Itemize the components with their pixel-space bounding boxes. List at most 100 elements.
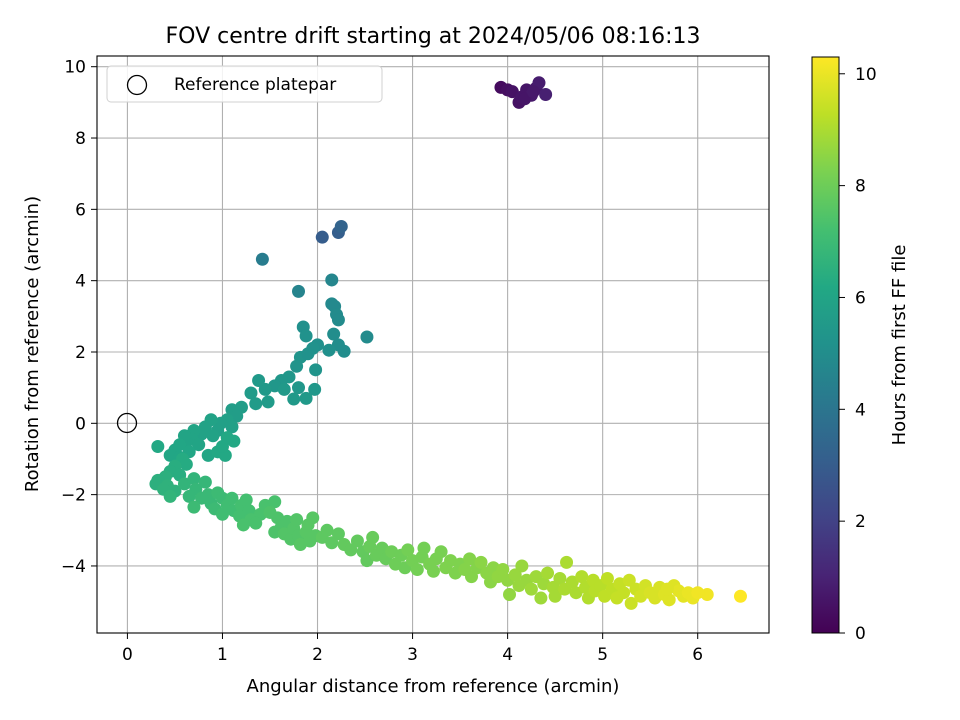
data-point bbox=[524, 582, 538, 596]
data-point bbox=[290, 513, 304, 527]
data-point bbox=[249, 516, 263, 530]
data-point bbox=[496, 563, 510, 577]
data-point bbox=[350, 534, 364, 548]
colorbar-tick-label: 10 bbox=[855, 65, 877, 85]
data-point bbox=[518, 92, 532, 106]
data-point bbox=[344, 543, 358, 557]
data-point bbox=[325, 273, 339, 287]
data-point bbox=[660, 582, 674, 596]
data-point bbox=[320, 523, 334, 537]
data-point bbox=[287, 392, 301, 406]
data-point bbox=[565, 575, 579, 589]
data-point bbox=[505, 85, 519, 99]
data-point bbox=[290, 359, 304, 373]
data-point bbox=[151, 439, 165, 453]
x-tick-label: 0 bbox=[122, 645, 133, 665]
data-point bbox=[292, 381, 306, 395]
data-point bbox=[252, 374, 266, 388]
plot-frame bbox=[96, 55, 770, 634]
data-point bbox=[575, 570, 589, 584]
x-axis-label: Angular distance from reference (arcmin) bbox=[247, 676, 620, 697]
data-point bbox=[187, 472, 201, 486]
data-point bbox=[195, 491, 209, 505]
data-point bbox=[360, 330, 374, 344]
data-point bbox=[617, 586, 631, 600]
colorbar-tick-label: 2 bbox=[855, 512, 866, 532]
data-point bbox=[268, 495, 282, 509]
y-tick-label: −2 bbox=[61, 486, 86, 506]
x-tick-label: 5 bbox=[597, 645, 608, 665]
data-point bbox=[541, 566, 555, 580]
data-point bbox=[534, 591, 548, 605]
data-point bbox=[622, 573, 636, 587]
y-tick-label: 6 bbox=[75, 200, 86, 220]
data-point bbox=[179, 457, 193, 471]
colorbar: 0 2 4 6 8 10 Hours from first FF file bbox=[811, 56, 910, 644]
data-point bbox=[198, 475, 212, 489]
legend-box bbox=[106, 65, 383, 103]
data-point bbox=[410, 563, 424, 577]
data-point bbox=[325, 536, 339, 550]
data-point bbox=[539, 88, 553, 102]
data-point bbox=[301, 347, 315, 361]
data-point bbox=[182, 489, 196, 503]
colorbar-gradient bbox=[811, 56, 840, 634]
data-point bbox=[553, 571, 567, 585]
legend-marker bbox=[126, 74, 148, 96]
x-axis-ticks: 0 1 2 3 4 5 6 bbox=[122, 633, 703, 665]
data-point bbox=[334, 219, 348, 233]
data-point bbox=[600, 571, 614, 585]
data-point bbox=[691, 586, 705, 600]
data-point bbox=[366, 530, 380, 544]
data-point bbox=[360, 554, 374, 568]
data-point bbox=[331, 338, 345, 352]
x-tick-label: 4 bbox=[502, 645, 513, 665]
y-tick-label: 2 bbox=[75, 343, 86, 363]
y-tick-label: −4 bbox=[61, 557, 86, 577]
data-point bbox=[261, 395, 275, 409]
data-point bbox=[299, 391, 313, 405]
data-point bbox=[277, 382, 291, 396]
data-point bbox=[177, 477, 191, 491]
data-point bbox=[249, 397, 263, 411]
colorbar-tick-label: 8 bbox=[855, 177, 866, 197]
chart-title: FOV centre drift starting at 2024/05/06 … bbox=[166, 24, 701, 49]
colorbar-ticks: 0 2 4 6 8 10 bbox=[839, 65, 877, 644]
data-point bbox=[548, 589, 562, 603]
data-point bbox=[463, 552, 477, 566]
y-tick-label: 10 bbox=[64, 58, 86, 78]
data-point bbox=[733, 589, 747, 603]
data-point bbox=[163, 489, 177, 503]
data-point bbox=[508, 568, 522, 582]
legend-label: Reference platepar bbox=[174, 75, 336, 95]
data-point bbox=[474, 555, 488, 569]
data-point bbox=[327, 327, 341, 341]
colorbar-tick-label: 6 bbox=[855, 288, 866, 308]
x-tick-label: 6 bbox=[692, 645, 703, 665]
colorbar-tick-label: 0 bbox=[855, 624, 866, 644]
data-point bbox=[624, 596, 638, 610]
data-point bbox=[417, 541, 431, 555]
data-point bbox=[215, 507, 229, 521]
data-point bbox=[225, 491, 239, 505]
x-tick-label: 3 bbox=[407, 645, 418, 665]
data-point bbox=[315, 230, 329, 244]
data-point bbox=[192, 438, 206, 452]
data-point bbox=[401, 543, 415, 557]
data-point bbox=[299, 329, 313, 343]
data-points bbox=[149, 76, 747, 610]
y-axis-label: Rotation from reference (arcmin) bbox=[22, 196, 43, 492]
data-point bbox=[322, 343, 336, 357]
data-point bbox=[569, 586, 583, 600]
data-point bbox=[306, 511, 320, 525]
data-point bbox=[255, 252, 269, 266]
data-point bbox=[662, 593, 676, 607]
data-point bbox=[560, 555, 574, 569]
data-point bbox=[526, 85, 540, 99]
data-point bbox=[187, 500, 201, 514]
data-point bbox=[244, 386, 258, 400]
data-point bbox=[308, 382, 322, 396]
reference-marker bbox=[116, 412, 138, 434]
